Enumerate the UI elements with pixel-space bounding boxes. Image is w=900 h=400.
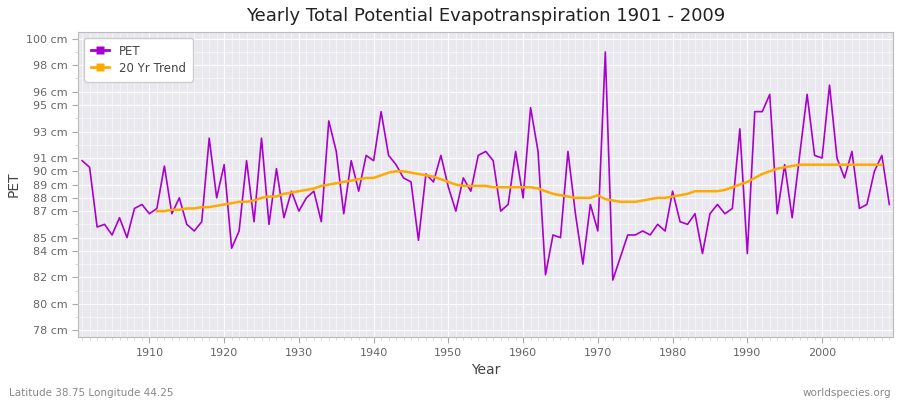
Legend: PET, 20 Yr Trend: PET, 20 Yr Trend bbox=[85, 38, 193, 82]
Text: worldspecies.org: worldspecies.org bbox=[803, 388, 891, 398]
Y-axis label: PET: PET bbox=[7, 172, 21, 197]
Text: Latitude 38.75 Longitude 44.25: Latitude 38.75 Longitude 44.25 bbox=[9, 388, 174, 398]
Title: Yearly Total Potential Evapotranspiration 1901 - 2009: Yearly Total Potential Evapotranspiratio… bbox=[246, 7, 725, 25]
X-axis label: Year: Year bbox=[471, 363, 500, 377]
